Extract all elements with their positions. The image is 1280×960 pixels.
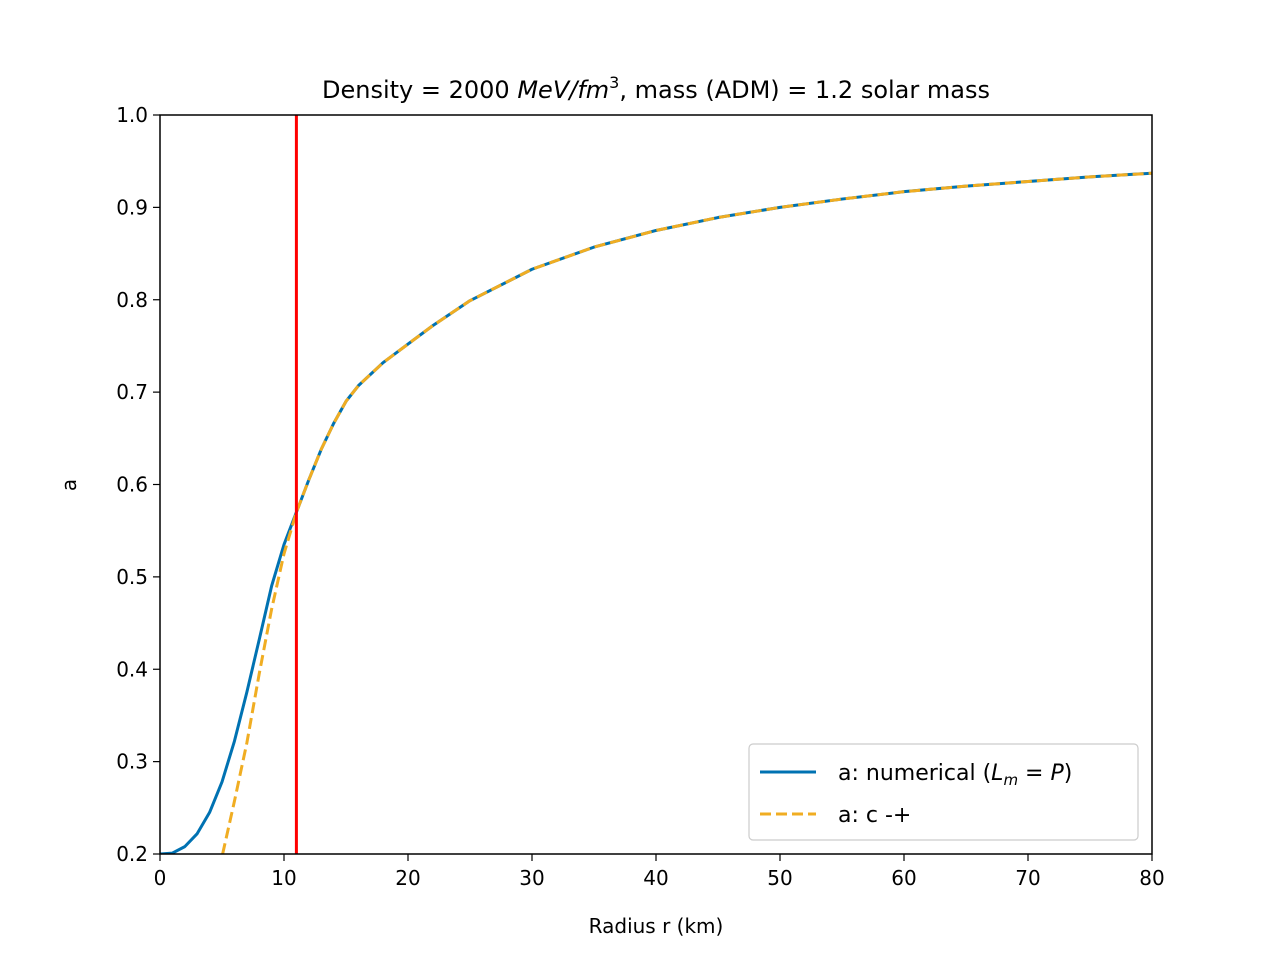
legend-box: [748, 743, 1139, 841]
y-axis-label: a: [57, 479, 81, 491]
x-tick-label: 80: [1139, 866, 1164, 890]
legend: a: numerical (Lm = P) a: c -+: [748, 743, 1139, 841]
legend-label-numerical: a: numerical (Lm = P): [838, 761, 1072, 789]
x-tick-label: 0: [154, 866, 167, 890]
x-tick-label: 20: [395, 866, 420, 890]
y-tick-label: 0.7: [116, 380, 148, 404]
y-tick-label: 0.5: [116, 565, 148, 589]
y-tick-label: 0.9: [116, 195, 148, 219]
y-tick-label: 0.3: [116, 750, 148, 774]
series-line-approx: [221, 171, 1152, 854]
y-tick-label: 0.2: [116, 842, 148, 866]
y-tick-label: 1.0: [116, 103, 148, 127]
chart-title: Density = 2000 MeV/fm3, mass (ADM) = 1.2…: [322, 73, 990, 104]
x-tick-label: 50: [767, 866, 792, 890]
x-tick-label: 30: [519, 866, 544, 890]
x-tick-label: 10: [271, 866, 296, 890]
y-tick-label: 0.8: [116, 288, 148, 312]
y-tick-label: 0.6: [116, 473, 148, 497]
x-tick-label: 40: [643, 866, 668, 890]
plot-lines: [160, 115, 1152, 854]
title-unit: MeV/fm: [517, 76, 609, 104]
legend-label-approx: a: c -+: [838, 803, 911, 828]
title-unit-exponent: 3: [609, 73, 619, 92]
y-tick-label: 0.4: [116, 657, 148, 681]
axis-ticks: 0 10 20 30 40 50 60 70 80 0.2 0.3 0.4 0.5 0.6 0.7 0.8 0.…: [116, 103, 1165, 890]
x-tick-label: 70: [1015, 866, 1040, 890]
plot-frame: [159, 114, 1153, 855]
x-axis-label: Radius r (km): [589, 914, 724, 938]
x-tick-label: 60: [891, 866, 916, 890]
